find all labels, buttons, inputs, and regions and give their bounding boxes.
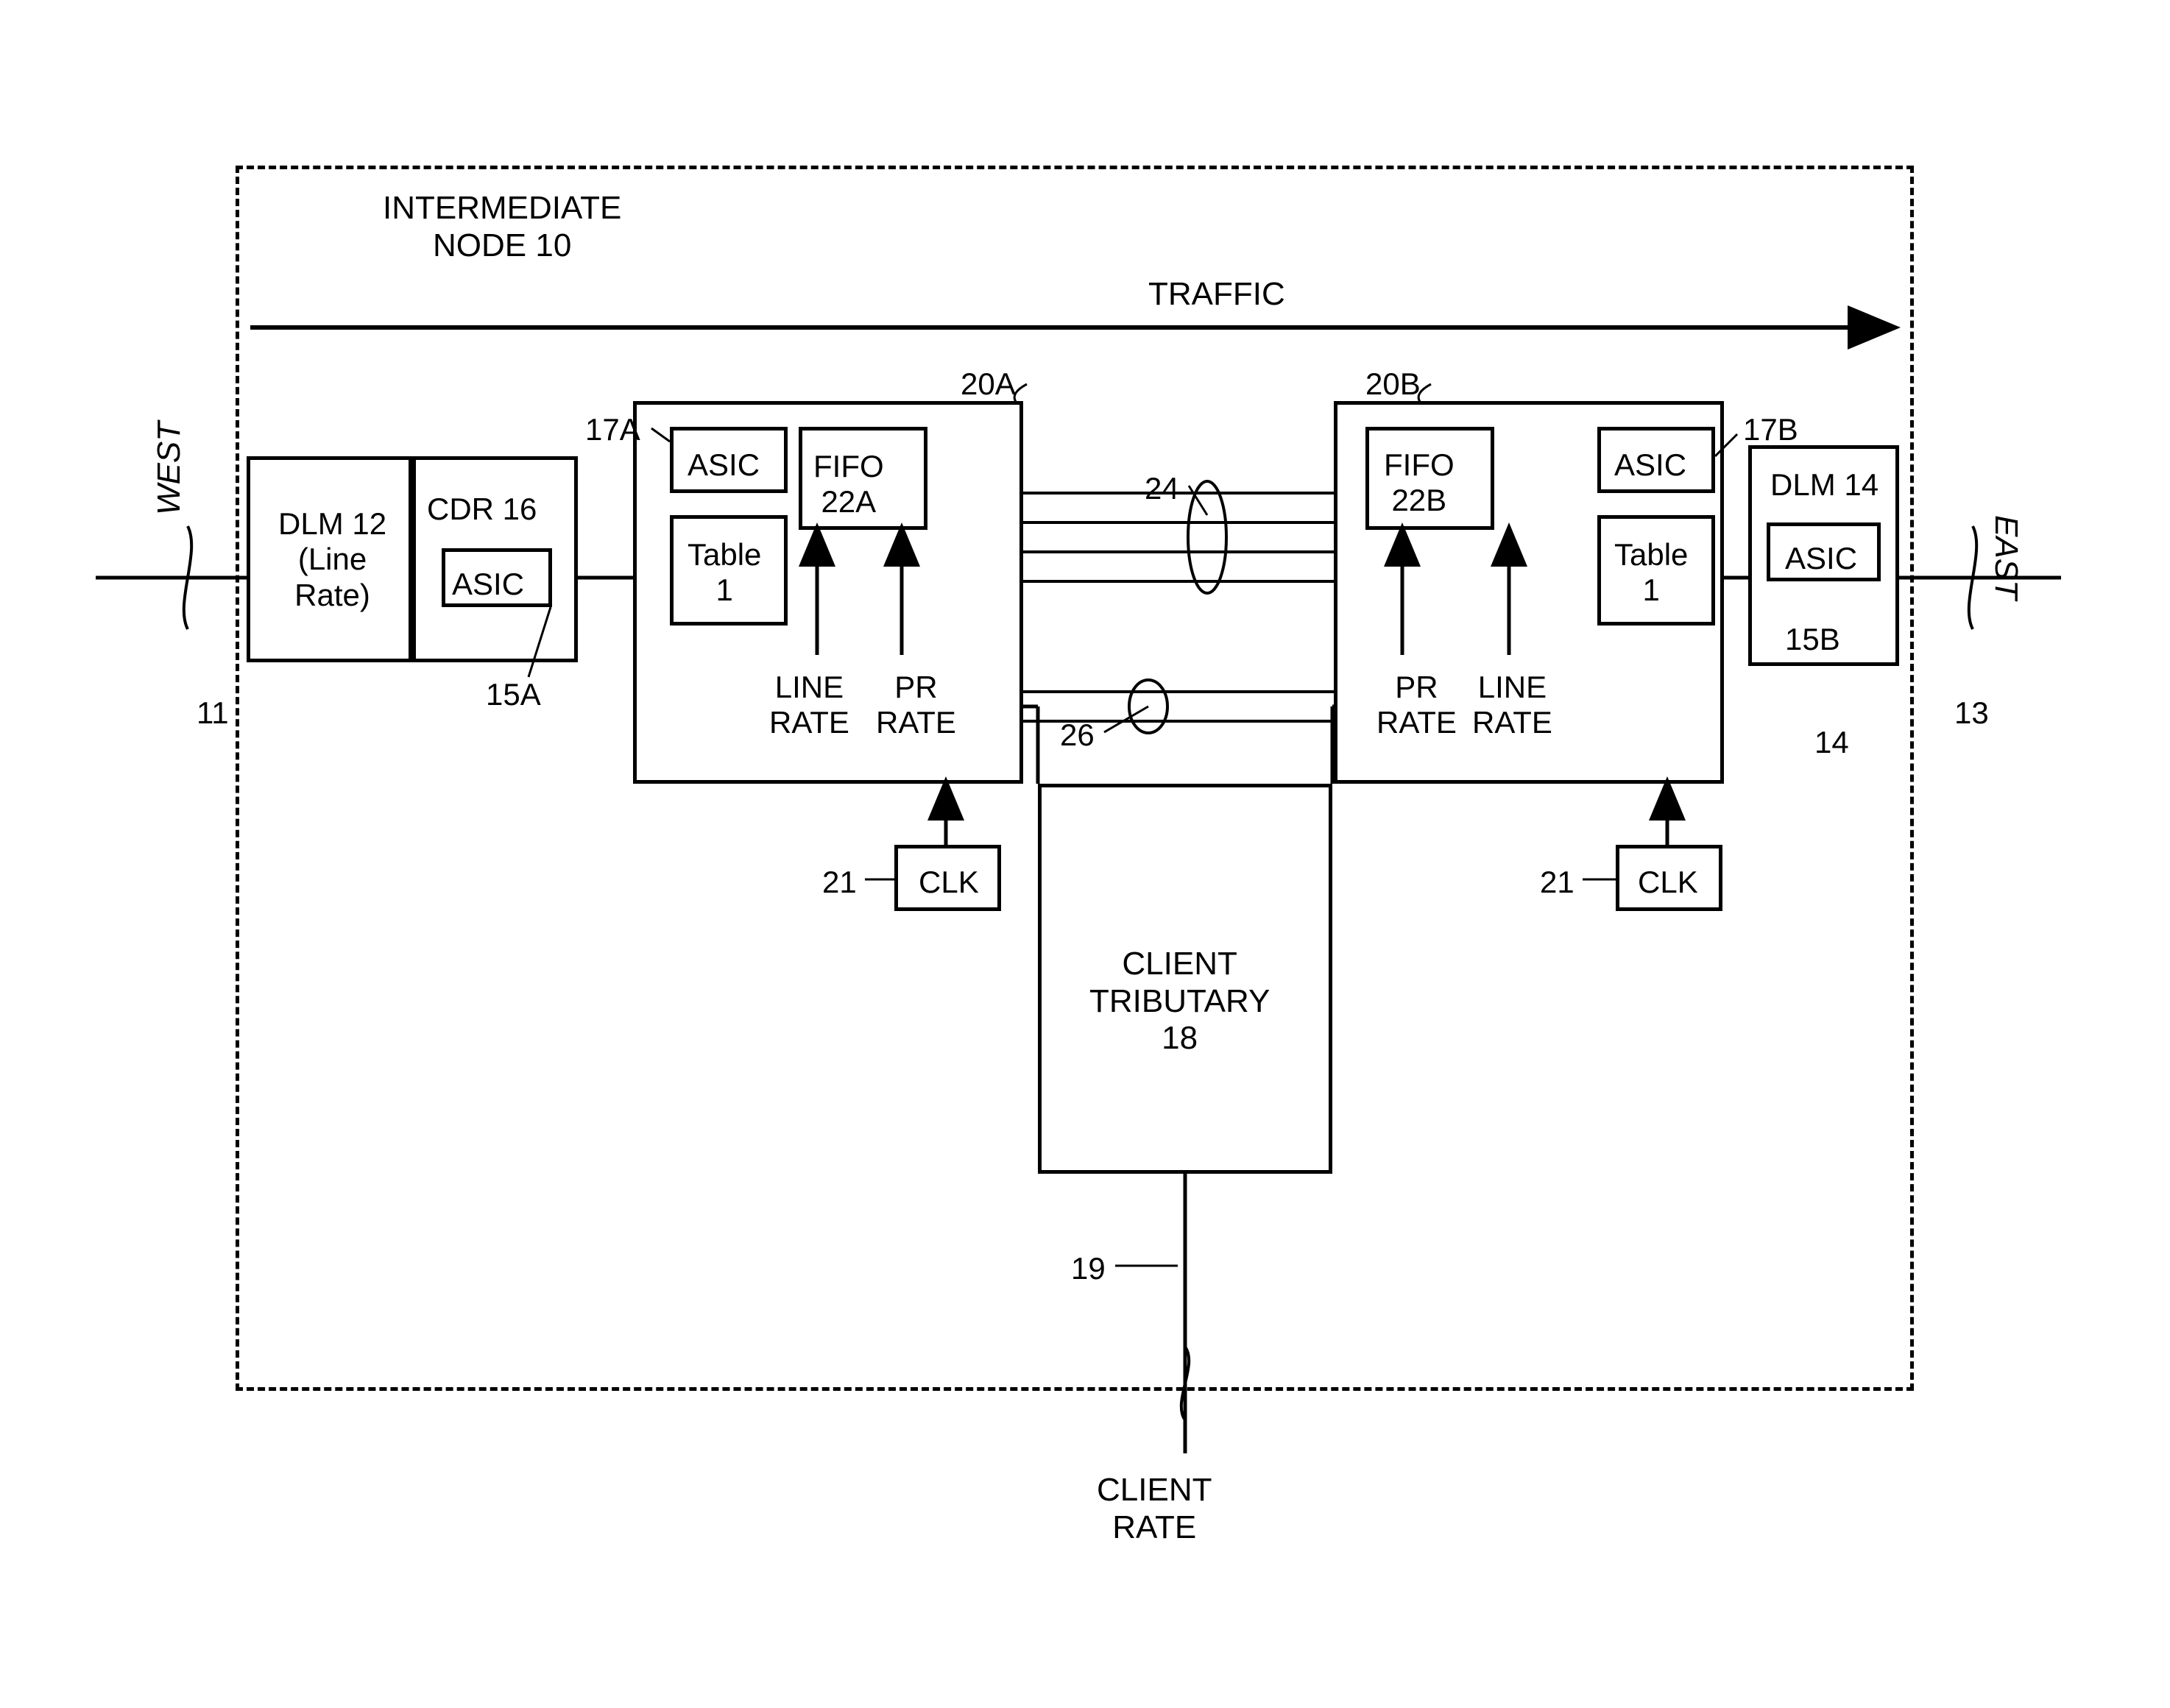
label-l24: 24 xyxy=(1145,471,1179,506)
label-title: INTERMEDIATE NODE 10 xyxy=(383,190,621,264)
label-l26: 26 xyxy=(1060,717,1095,753)
label-clkA: CLK xyxy=(919,865,979,900)
label-asic15b: ASIC xyxy=(1785,541,1857,576)
label-l21a: 21 xyxy=(822,865,857,900)
label-linerateB: LINE RATE xyxy=(1472,670,1552,741)
label-dlm14: DLM 14 xyxy=(1770,467,1879,503)
label-asic17a: ASIC xyxy=(688,447,760,483)
label-l17b: 17B xyxy=(1743,412,1798,447)
label-asic15a: ASIC xyxy=(452,567,524,602)
label-l15a: 15A xyxy=(486,677,541,712)
label-l14: 14 xyxy=(1814,725,1849,760)
label-clientRate: CLIENT RATE xyxy=(1097,1472,1212,1546)
label-prrateA: PR RATE xyxy=(876,670,956,741)
label-l21b: 21 xyxy=(1540,865,1575,900)
label-table1b: Table 1 xyxy=(1614,537,1688,609)
diagram-canvas: INTERMEDIATE NODE 10 TRAFFIC WEST EAST DLM 1… xyxy=(0,0,2170,1708)
label-traffic: TRAFFIC xyxy=(1148,276,1285,313)
label-client: CLIENT TRIBUTARY 18 xyxy=(1089,946,1270,1057)
label-east: EAST xyxy=(1987,515,2024,600)
label-fifo22a: FIFO 22A xyxy=(813,449,884,520)
label-prrateB: PR RATE xyxy=(1376,670,1457,741)
label-l13: 13 xyxy=(1954,695,1989,731)
label-l15b: 15B xyxy=(1785,622,1840,657)
label-l20b: 20B xyxy=(1365,366,1421,402)
label-l20a: 20A xyxy=(961,366,1016,402)
label-asic17b: ASIC xyxy=(1614,447,1686,483)
label-l17a: 17A xyxy=(585,412,640,447)
break-east xyxy=(1969,526,1976,629)
label-linerateA: LINE RATE xyxy=(769,670,849,741)
label-west: WEST xyxy=(151,422,188,515)
label-cdr16: CDR 16 xyxy=(427,492,537,527)
break-west xyxy=(184,526,191,629)
label-l19: 19 xyxy=(1071,1251,1106,1286)
label-table1a: Table 1 xyxy=(688,537,761,609)
label-dlm12: DLM 12 (Line Rate) xyxy=(278,506,386,613)
label-fifo22b: FIFO 22B xyxy=(1384,447,1455,519)
label-l11: 11 xyxy=(197,695,229,731)
label-clkB: CLK xyxy=(1638,865,1698,900)
